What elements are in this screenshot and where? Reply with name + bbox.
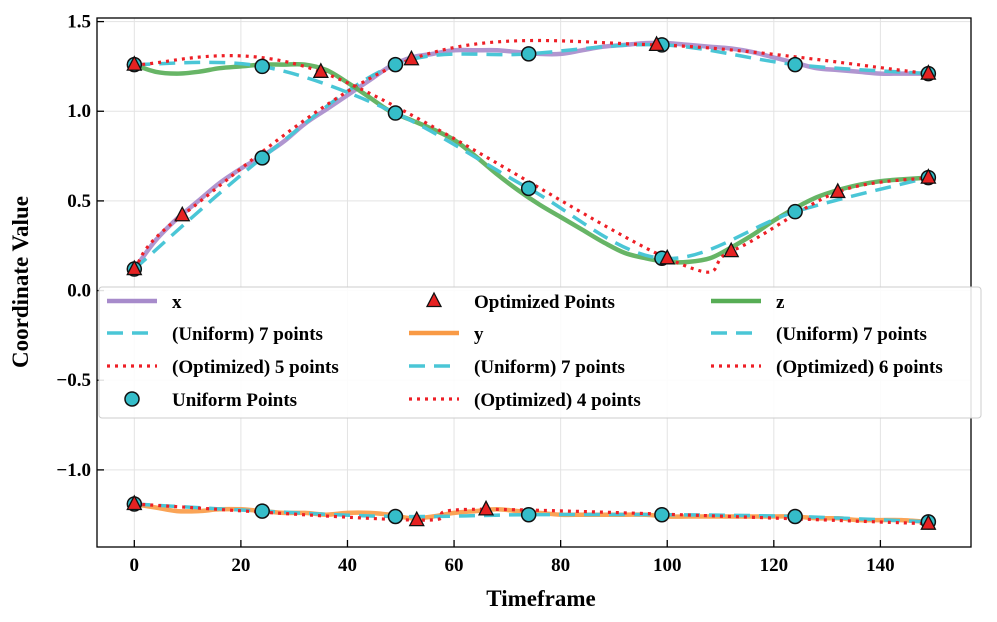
axis-ticks: 0 20 40 60 80 100 120 140 −1.0 −0.5 0.0 0.5 1.0 1.5: [56, 12, 894, 576]
legend-entry-label: (Optimized) 5 points: [172, 357, 339, 378]
optimized-point-marker: [723, 241, 740, 258]
uniform-point-marker: [520, 180, 537, 197]
optimized-point-marker: [829, 182, 846, 199]
uniform-point-marker: [387, 56, 404, 73]
optimized-point-marker: [312, 62, 329, 78]
uniform-point-marker: [124, 391, 140, 407]
optimized-point-marker: [126, 259, 143, 276]
legend-entry-label: x: [172, 292, 182, 313]
optimized-point-marker: [408, 510, 425, 527]
legend-entry-label: Uniform Points: [172, 390, 297, 411]
optimized-point-marker: [126, 55, 143, 71]
uniform-point-marker: [254, 150, 270, 166]
optimized-point-marker: [174, 205, 191, 222]
legend: x (Uniform) 7 points (Optimized) 5 points U…: [98, 286, 982, 419]
plot-frame: [96, 17, 972, 548]
uniform-point-marker: [787, 56, 803, 73]
uniform-point-marker: [520, 46, 537, 62]
optimized-point-marker: [477, 499, 495, 516]
y-axis-label: Coordinate Value: [8, 196, 33, 368]
legend-entry-label: (Optimized) 6 points: [776, 357, 943, 378]
legend-entry-label: y: [474, 324, 484, 345]
uniform-point-marker: [387, 105, 404, 121]
x-tick-label: 0: [130, 555, 140, 576]
optimized-point-marker: [648, 35, 665, 52]
x-tick-label: 40: [338, 555, 357, 576]
x-tick-label: 100: [653, 555, 682, 576]
optimized-point-marker: [403, 49, 420, 66]
uniform-point-marker: [787, 203, 803, 220]
y-tick-label: −1.0: [56, 460, 91, 481]
x-axis-label: Timeframe: [486, 586, 595, 611]
optimized-point-marker: [659, 248, 676, 265]
optimized-interp-line: [134, 502, 929, 526]
legend-entry-label: (Uniform) 7 points: [172, 324, 323, 345]
x-tick-label: 20: [231, 555, 250, 576]
optimized-point-marker: [920, 168, 937, 184]
y-tick-label: 1.0: [67, 101, 91, 122]
series-markers: [126, 35, 937, 530]
legend-entry-label: (Uniform) 7 points: [776, 324, 927, 345]
y-tick-label: 1.5: [67, 12, 91, 33]
optimized-point-marker: [920, 64, 937, 80]
y-tick-label: 0.0: [67, 281, 91, 302]
legend-entry-label: (Uniform) 7 points: [474, 357, 625, 378]
uniform-point-marker: [254, 58, 270, 75]
legend-entry-label: (Optimized) 4 points: [474, 390, 641, 411]
legend-entry-label: z: [776, 292, 785, 313]
uniform-point-marker: [254, 503, 270, 519]
uniform-point-marker: [787, 508, 803, 525]
optimized-point-marker: [425, 291, 443, 308]
legend-box: [98, 286, 982, 419]
x-tick-label: 140: [866, 555, 895, 576]
y-tick-label: −0.5: [56, 370, 91, 391]
y-tick-label: 0.5: [67, 191, 91, 212]
optimized-point-marker: [126, 494, 143, 511]
optimized-point-marker: [920, 514, 937, 530]
x-tick-label: 60: [445, 555, 464, 576]
x-tick-label: 80: [551, 555, 570, 576]
uniform-point-marker: [654, 506, 670, 523]
uniform-point-marker: [387, 508, 404, 525]
legend-entry-label: Optimized Points: [474, 292, 615, 313]
x-tick-label: 120: [760, 555, 789, 576]
uniform-point-marker: [520, 506, 537, 523]
